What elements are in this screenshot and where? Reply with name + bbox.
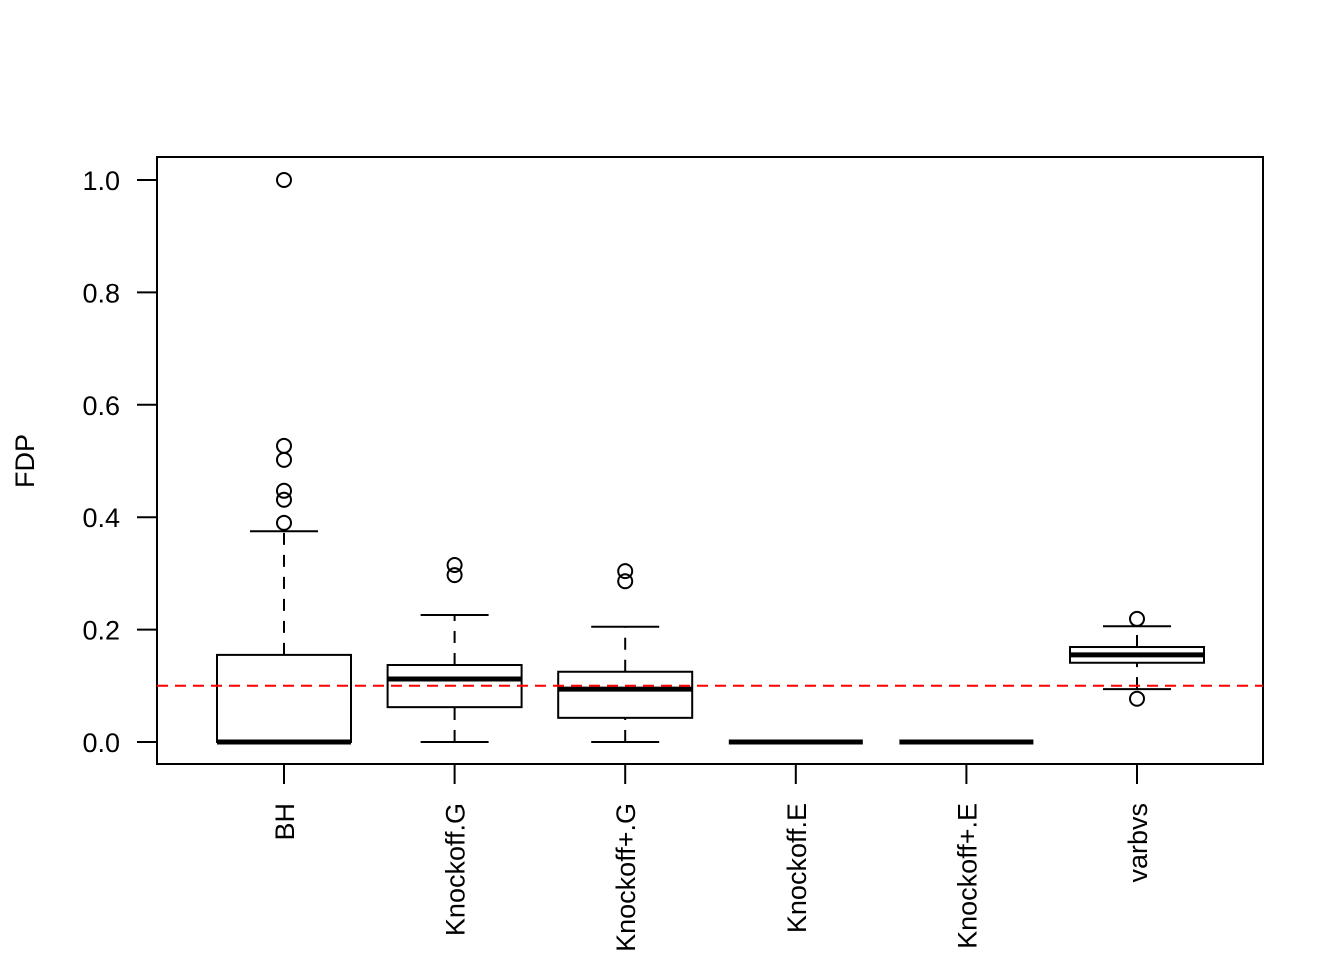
x-tick-label: Knockoff+.E — [952, 803, 982, 949]
y-tick-label: 1.0 — [82, 166, 120, 196]
x-axis: BH Knockoff.G Knockoff+.G Knockoff.E Knockof… — [270, 764, 1153, 952]
y-axis: 0.0 0.2 0.4 0.6 0.8 1.0 — [82, 166, 158, 758]
outlier-point — [276, 172, 292, 188]
x-tick-label: Knockoff.E — [782, 803, 812, 933]
x-tick-label: Knockoff+.G — [611, 803, 641, 952]
y-tick-label: 0.6 — [82, 391, 120, 421]
outlier-point — [446, 556, 463, 573]
outlier-point — [276, 437, 292, 454]
y-tick-label: 0.2 — [82, 616, 120, 646]
box-knockoff-g — [386, 556, 523, 743]
y-tick-label: 0.0 — [82, 728, 120, 758]
y-tick-label: 0.4 — [82, 503, 120, 533]
x-tick-label: BH — [270, 803, 300, 841]
outlier-point — [446, 567, 463, 584]
outlier-point — [276, 451, 292, 468]
outlier-point — [1129, 690, 1145, 707]
y-tick-label: 0.8 — [82, 278, 120, 308]
iqr-box — [216, 653, 352, 744]
outlier-point — [1129, 610, 1145, 627]
x-tick-label: varbvs — [1123, 803, 1153, 883]
iqr-box — [557, 670, 694, 719]
outlier-point — [617, 573, 634, 590]
x-tick-label: Knockoff.G — [441, 803, 471, 936]
boxes — [216, 172, 1205, 745]
box-bh — [216, 172, 352, 745]
outlier-point — [617, 563, 634, 580]
outlier-point — [276, 491, 292, 508]
y-axis-label: FDP — [10, 434, 40, 488]
outlier-point — [276, 514, 292, 531]
box-knockoff-g — [557, 563, 694, 743]
outlier-point — [276, 482, 292, 499]
box-varbvs — [1069, 610, 1205, 707]
